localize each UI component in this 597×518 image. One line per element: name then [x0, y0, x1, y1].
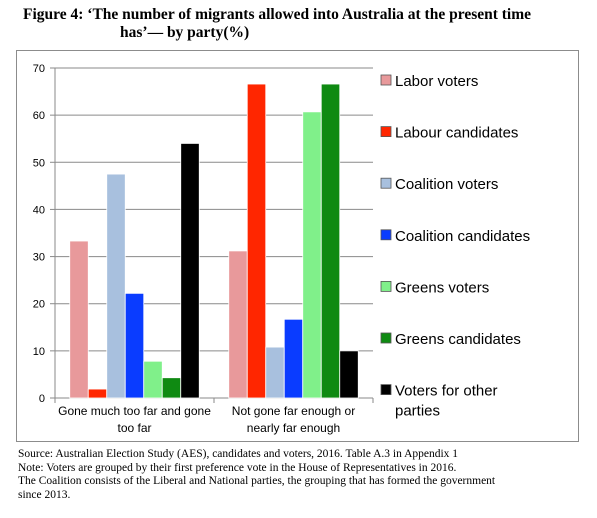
y-tick-label: 20 [33, 299, 45, 311]
legend-swatch [380, 177, 392, 189]
bar-chart: 0 10 20 30 40 50 60 70 Gone much too far and go… [33, 63, 530, 435]
y-tick-label: 0 [39, 393, 45, 405]
category-labels: Gone much too far and gone too far Not gon… [58, 404, 355, 435]
bar [143, 360, 163, 399]
coalition-note: The Coalition consists of the Liberal an… [18, 475, 496, 488]
figure-title-line-1: Figure 4: ‘The number of migrants allowe… [23, 6, 532, 23]
bar [320, 83, 341, 399]
legend-swatch [380, 332, 392, 344]
bar [283, 318, 304, 399]
chart-container: 0 10 20 30 40 50 60 70 Gone much too far and go… [16, 50, 579, 442]
figure-title: Figure 4: ‘The number of migrants allowe… [23, 6, 583, 42]
legend-swatch [380, 280, 392, 292]
bar [246, 83, 267, 399]
bar [265, 346, 285, 399]
bar [106, 173, 126, 399]
bar [161, 377, 182, 399]
bar [339, 350, 359, 399]
legend-label: Labor voters [395, 73, 478, 90]
since-note: since 2013. [18, 488, 71, 501]
legend-label: Voters for other [395, 383, 498, 400]
bar [302, 111, 322, 399]
y-tick-label: 50 [33, 157, 45, 169]
figure-notes: Source: Australian Election Study (AES),… [18, 448, 588, 502]
legend: Labor voters Labour candidates Coalition v… [380, 73, 530, 420]
legend-label: Coalition candidates [395, 228, 530, 245]
bar [180, 143, 200, 399]
voter-note: Note: Voters are grouped by their first … [18, 461, 457, 474]
legend-label: Coalition voters [395, 176, 498, 193]
axes: 0 10 20 30 40 50 60 70 [33, 63, 374, 405]
y-tick-label: 10 [33, 346, 45, 358]
legend-swatch [380, 384, 392, 396]
y-tick-label: 60 [33, 110, 45, 122]
category-label: Not gone far enough or [232, 404, 355, 418]
legend-swatch [380, 229, 392, 241]
legend-label: Greens candidates [395, 331, 521, 348]
y-tick-label: 40 [33, 204, 45, 216]
bar [228, 250, 248, 399]
y-tick-label: 30 [33, 252, 45, 264]
legend-swatch [380, 74, 392, 86]
legend-label: parties [395, 403, 440, 420]
bar [87, 388, 108, 399]
legend-label: Labour candidates [395, 125, 518, 142]
bars [69, 83, 359, 399]
y-tick-label: 70 [33, 63, 45, 75]
bar [69, 240, 89, 399]
source-note: Source: Australian Election Study (AES),… [18, 448, 459, 460]
figure-title-line-2: has’— by party(%) [120, 24, 250, 41]
category-label: Gone much too far and gone [58, 404, 211, 418]
category-label: too far [117, 421, 151, 435]
bar [124, 292, 145, 399]
category-label: nearly far enough [247, 421, 340, 435]
legend-label: Greens voters [395, 279, 489, 296]
legend-swatch [380, 126, 392, 137]
